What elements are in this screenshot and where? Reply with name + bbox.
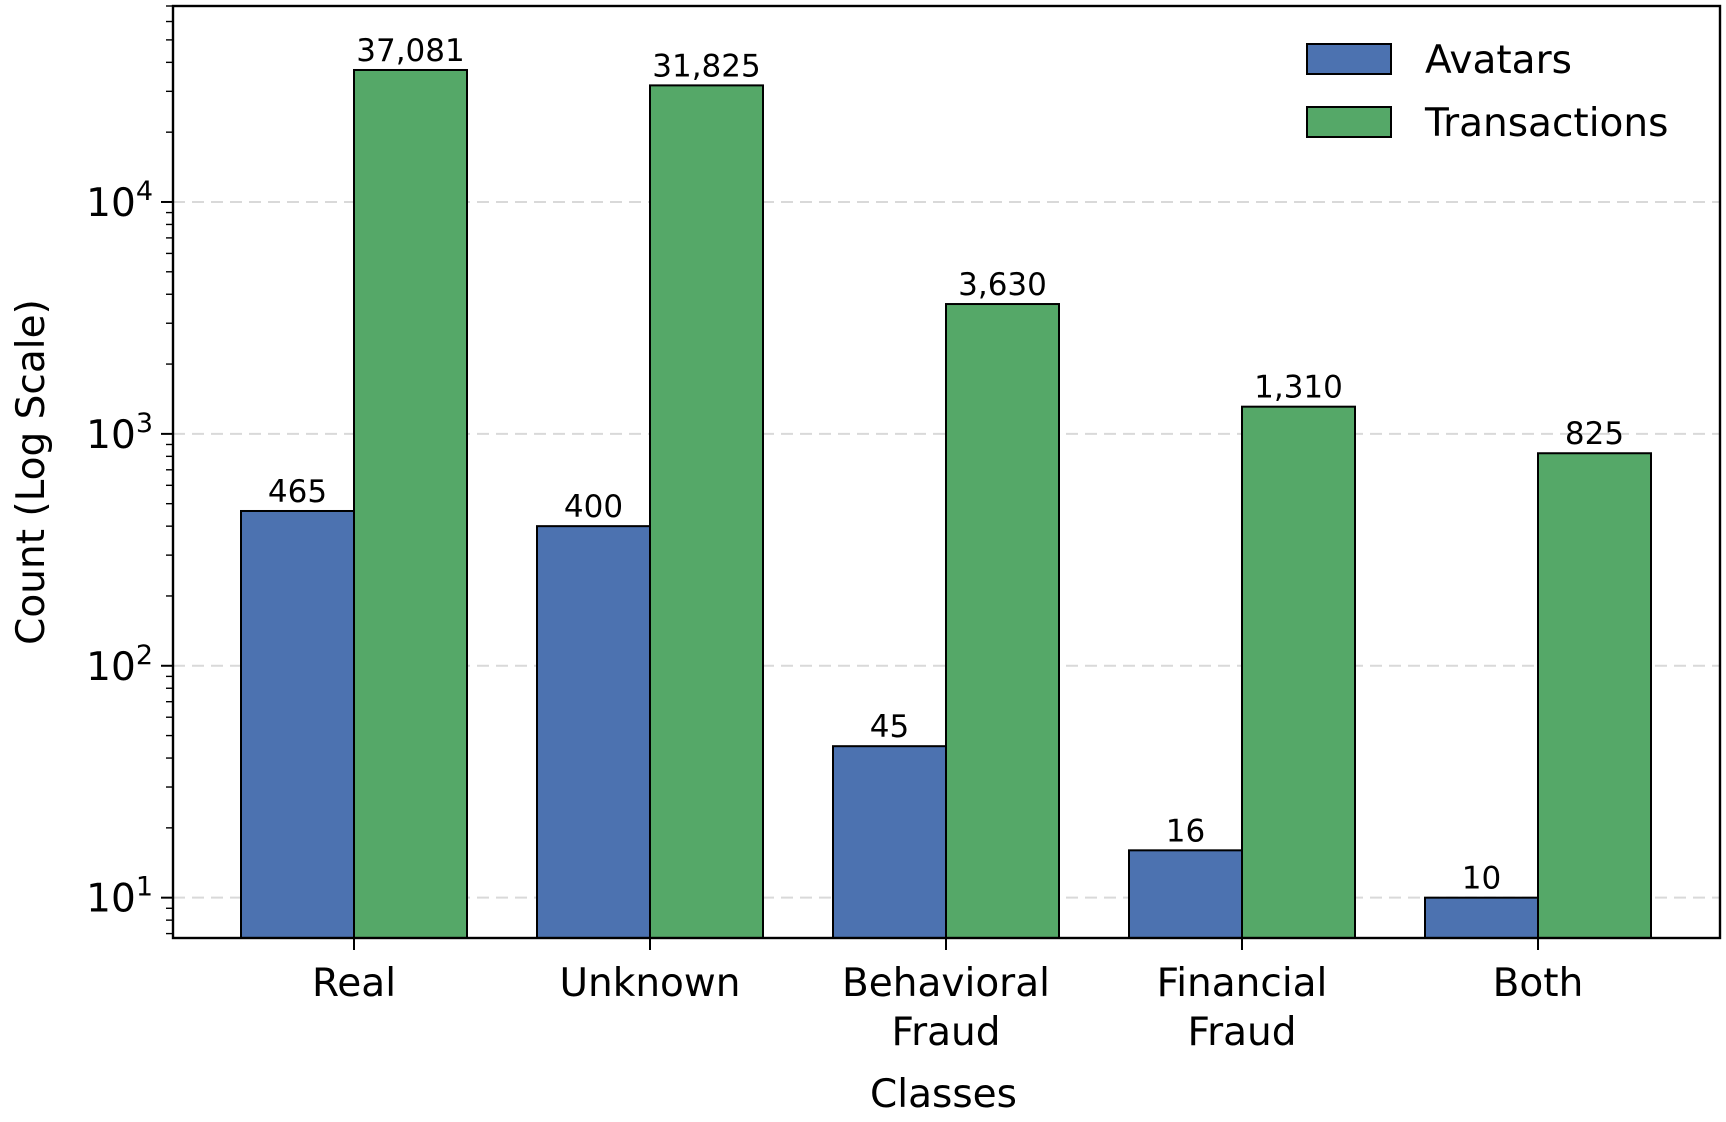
bar-avatars: [1128, 849, 1243, 939]
data-label: 10: [1462, 861, 1501, 897]
bar-avatars: [832, 745, 947, 940]
bars: [240, 68, 1652, 940]
y-tick-label: 103: [86, 408, 153, 458]
data-labels: 465 37,081 400 31,825 45 3,630 16 1,310 10 825: [268, 33, 1624, 897]
data-label: 45: [870, 709, 909, 745]
y-axis-title: Count (Log Scale): [9, 299, 54, 645]
data-label: 16: [1166, 813, 1205, 849]
bar-transactions: [649, 84, 764, 940]
y-axis: 101 102 103 104: [86, 5, 173, 935]
bar-transactions: [353, 68, 468, 940]
data-label: 37,081: [356, 33, 464, 69]
bar-transactions: [945, 303, 1060, 939]
x-tick-label: Real: [312, 961, 396, 1006]
legend-label-avatars: Avatars: [1425, 38, 1572, 83]
bar-avatars: [240, 509, 355, 939]
x-tick-label: Financial Fraud: [1157, 961, 1328, 1055]
bar-avatars: [1424, 896, 1539, 939]
x-tick-label: Unknown: [559, 961, 740, 1006]
data-label: 465: [268, 474, 327, 510]
bar-avatars: [536, 525, 651, 939]
y-tick-label: 104: [86, 176, 153, 226]
x-tick-label: Both: [1493, 961, 1584, 1006]
data-label: 3,630: [958, 267, 1047, 303]
data-label: 825: [1565, 416, 1624, 452]
y-tick-label: 101: [86, 872, 153, 922]
x-axis: Real Unknown Behavioral Fraud Financial Fraud…: [312, 938, 1583, 1055]
x-axis-title: Classes: [870, 1072, 1017, 1117]
x-tick-label: Behavioral Fraud: [842, 961, 1050, 1055]
bar-transactions: [1537, 452, 1652, 939]
bar-transactions: [1241, 405, 1356, 939]
legend: Avatars Transactions: [1306, 38, 1668, 146]
y-tick-label: 102: [86, 640, 153, 690]
data-label: 31,825: [652, 48, 760, 84]
data-label: 1,310: [1254, 370, 1343, 406]
data-label: 400: [564, 489, 623, 525]
legend-label-transactions: Transactions: [1424, 101, 1668, 146]
legend-swatch-avatars: [1306, 43, 1392, 75]
legend-swatch-transactions: [1306, 106, 1392, 138]
